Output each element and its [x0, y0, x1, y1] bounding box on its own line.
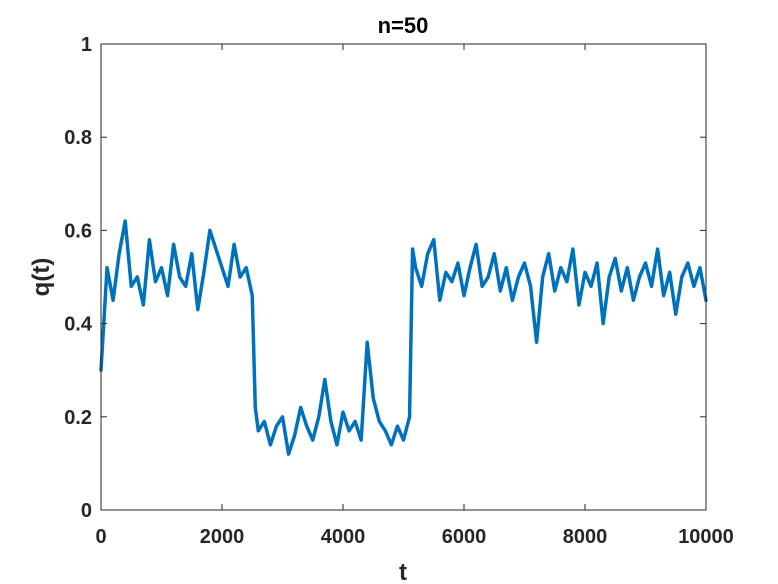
- y-axis-title: q(t): [28, 258, 55, 297]
- y-tick-label: 0.8: [64, 127, 92, 149]
- axes-frame: [100, 43, 707, 511]
- x-tick-label: 10000: [678, 526, 734, 548]
- y-tick-label: 0.2: [64, 407, 92, 429]
- x-tick-label: 2000: [200, 526, 245, 548]
- x-axis-title: t: [399, 559, 407, 584]
- x-tick-label: 4000: [321, 526, 366, 548]
- y-tick-label: 0.6: [64, 220, 92, 242]
- x-tick-label: 8000: [563, 526, 608, 548]
- y-tick-label: 0.4: [64, 314, 93, 336]
- chart-title: n=50: [378, 13, 429, 38]
- axes-box: [100, 43, 707, 511]
- x-tick-label: 6000: [442, 526, 487, 548]
- y-tick-label: 1: [81, 34, 92, 56]
- x-tick-label: 0: [95, 526, 106, 548]
- y-tick-label: 0: [81, 500, 92, 522]
- ticks-layer: 0 2000 4000 6000 8000 10000 0 0.2 0.4 0.6 0.8 1: [64, 34, 734, 548]
- series-line-1: [99, 219, 708, 456]
- series-layer: [99, 219, 708, 456]
